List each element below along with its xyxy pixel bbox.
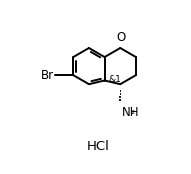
Text: ₂: ₂ (130, 106, 134, 116)
Text: O: O (116, 31, 125, 44)
Text: HCl: HCl (87, 140, 109, 153)
Text: NH: NH (122, 106, 140, 119)
Text: Br: Br (41, 69, 54, 82)
Text: &1: &1 (109, 75, 121, 84)
